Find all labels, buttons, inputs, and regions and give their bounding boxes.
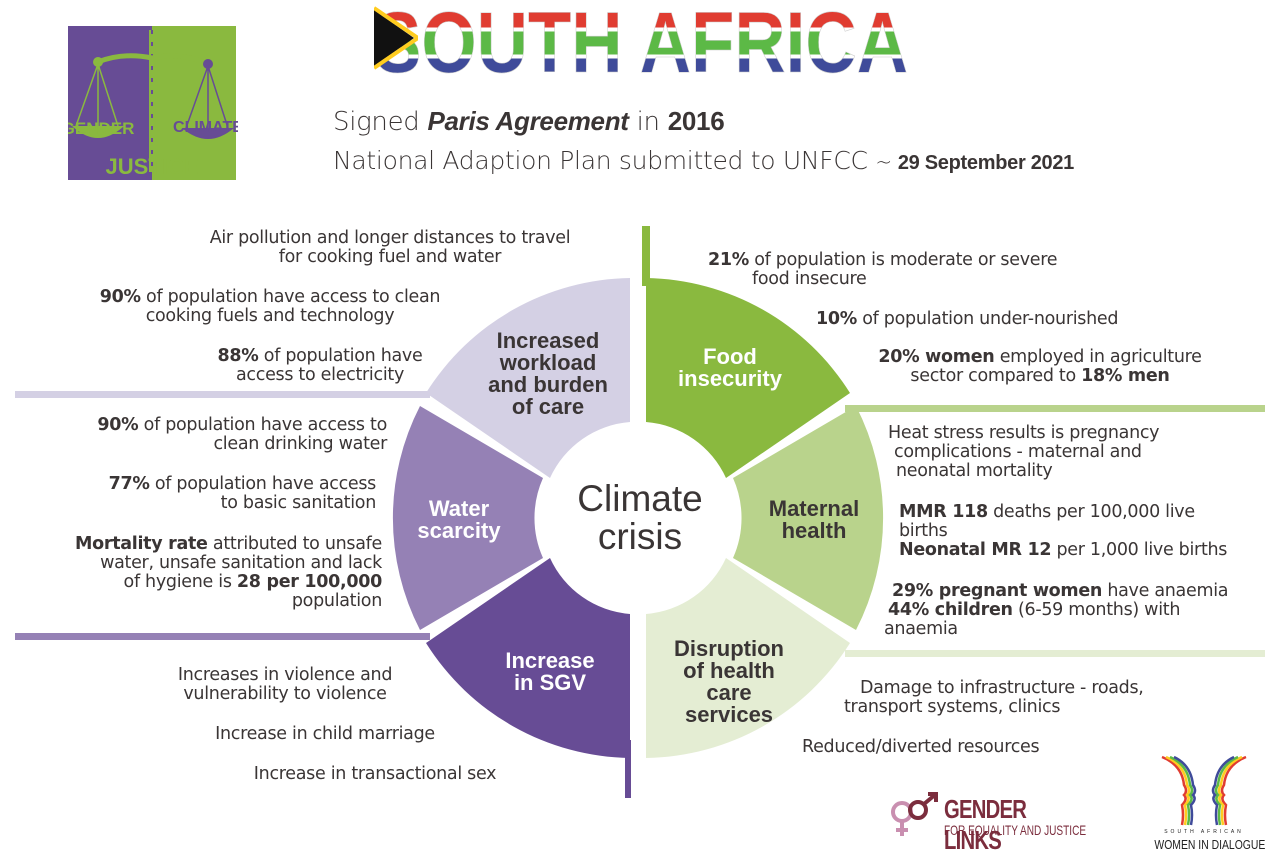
segment-workload: [426, 278, 630, 478]
maternal-note-1: Heat stress results is pregnancy complic…: [888, 423, 1160, 481]
gender-symbols-icon: [891, 792, 938, 836]
gender-climate-justice-logo: GENDER CLIMATE JUSTICE: [68, 26, 238, 180]
food-note-1: 21% of population is moderate or severe …: [708, 250, 1058, 289]
water-divider-line: [15, 633, 430, 640]
sgv-divider-line: [625, 740, 631, 798]
label-workload: Increased workload and burden of care: [488, 328, 608, 419]
center-line1: Climate: [577, 478, 703, 519]
health-note-2: Reduced/diverted resources: [802, 737, 1040, 757]
maternal-note-3: 29% pregnant women have anaemia 44% chil…: [884, 581, 1229, 639]
submission-date: 29 September 2021: [897, 152, 1074, 174]
justice-word: JUSTICE: [106, 154, 199, 179]
water-note-3: Mortality rate attributed to unsafe wate…: [75, 534, 382, 611]
label-health-services: Disruption of health care services: [674, 636, 784, 727]
maternal-note-2: MMR 118 deaths per 100,000 live births N…: [899, 502, 1228, 560]
line1-prefix: Signed: [333, 107, 428, 137]
country-title: SOUTH AFRICA: [374, 0, 908, 78]
center-circle: [548, 428, 728, 608]
food-note-3: 20% women employed in agriculture sector…: [878, 347, 1202, 386]
climate-word: CLIMATE: [173, 119, 238, 136]
tilde: ~: [875, 150, 898, 174]
two-faces-icon: [1161, 755, 1247, 826]
women-in-dialogue-logo: SOUTH AFRICAN WOMEN IN DIALOGUE: [1148, 755, 1266, 853]
gender-word: GENDER: [68, 119, 134, 138]
workload-divider-line: [15, 391, 430, 398]
segment-sgv: [426, 558, 630, 758]
paris-agreement-line: Signed Paris Agreement in 2016: [333, 106, 725, 137]
segment-water: [392, 406, 543, 630]
sgv-note-2: Increase in child marriage: [215, 724, 435, 744]
center-label: Climate crisis: [548, 480, 732, 556]
adaptation-plan-line: National Adaption Plan submitted to UNFC…: [333, 146, 1074, 175]
workload-note-1: Air pollution and longer distances to tr…: [209, 228, 571, 267]
water-note-1: 90% of population have access to clean d…: [97, 415, 387, 454]
wid-title: WOMEN IN DIALOGUE: [1154, 837, 1266, 852]
gender-links-logo: GENDER LINKS FOR EQUALITY AND JUSTICE: [886, 790, 1098, 855]
paris-agreement-text: Paris Agreement: [427, 106, 629, 136]
maternal-divider-line: [845, 405, 1265, 412]
label-maternal: Maternal health: [768, 496, 860, 543]
label-food: Food insecurity: [678, 344, 782, 391]
food-divider-line: [642, 226, 650, 286]
signed-year: 2016: [667, 106, 725, 136]
sgv-note-1: Increases in violence and vulnerability …: [177, 665, 393, 704]
segment-food: [646, 278, 850, 478]
segment-maternal: [733, 406, 884, 630]
segment-health-services: [646, 558, 850, 758]
gender-links-title: GENDER LINKS: [944, 794, 1027, 855]
workload-note-3: 88% of population have access to electri…: [217, 346, 423, 385]
label-sgv: Increase in SGV: [505, 648, 595, 695]
food-note-2: 10% of population under-nourished: [816, 309, 1119, 329]
line2-text: National Adaption Plan submitted to UNFC…: [333, 146, 876, 175]
svg-text:SOUTH AFRICA: SOUTH AFRICA: [374, 0, 908, 78]
health-note-1: Damage to infrastructure - roads, transp…: [844, 678, 1144, 717]
gender-links-tagline: FOR EQUALITY AND JUSTICE: [944, 822, 1087, 838]
water-note-2: 77% of population have access to basic s…: [108, 474, 377, 513]
center-line2: crisis: [597, 516, 683, 557]
label-water: Water scarcity: [417, 496, 501, 543]
wid-top-text: SOUTH AFRICAN: [1164, 829, 1244, 835]
workload-note-2: 90% of population have access to clean c…: [99, 287, 441, 326]
health-divider-line: [845, 650, 1265, 657]
line1-middle: in: [628, 107, 668, 137]
sgv-note-3: Increase in transactional sex: [253, 764, 497, 784]
